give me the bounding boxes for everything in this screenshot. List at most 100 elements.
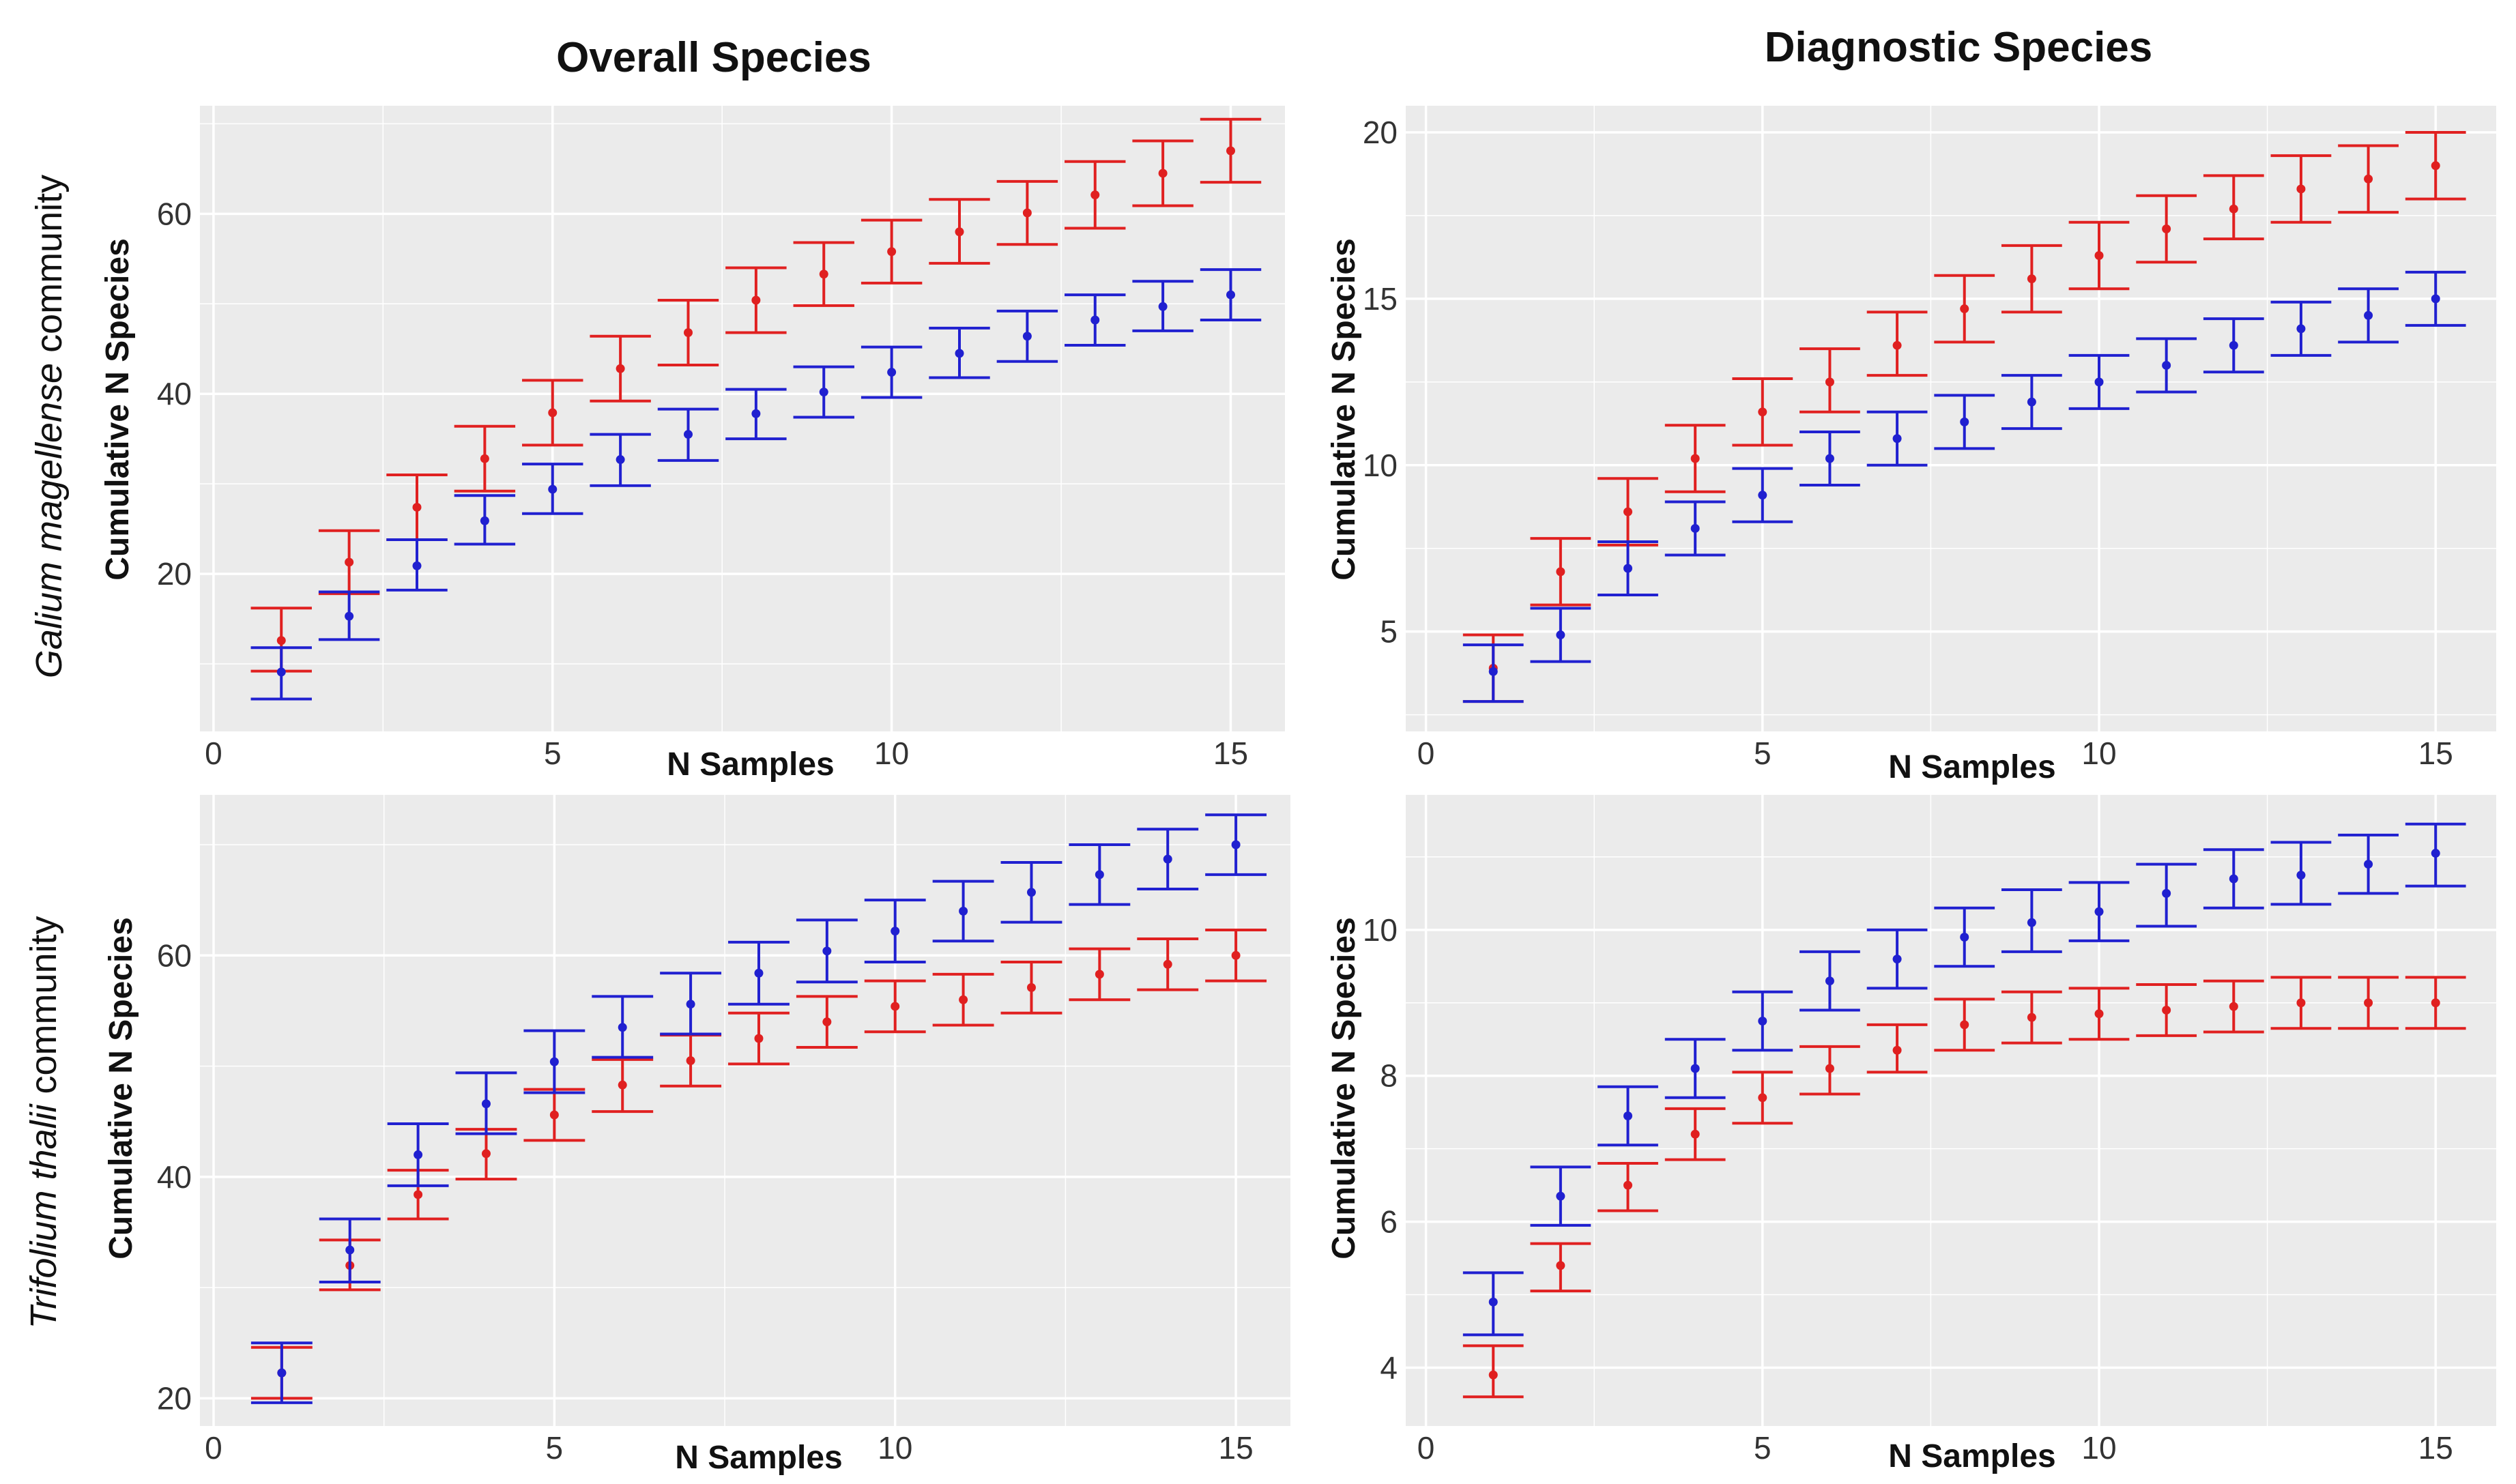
data-point — [1892, 340, 1902, 350]
data-point — [751, 295, 761, 305]
data-point — [1163, 854, 1172, 864]
y-tick-label: 8 — [1380, 1058, 1398, 1094]
x-tick-label: 5 — [544, 736, 562, 771]
x-tick-label: 0 — [205, 1430, 222, 1466]
data-point — [277, 1368, 287, 1378]
data-point — [2162, 888, 2171, 898]
data-point — [1226, 146, 1235, 156]
data-point — [2229, 1002, 2238, 1011]
data-point — [1892, 434, 1902, 443]
panel-trifolium-diagnostic: 0 5 10 15 4 6 8 10 N Samples Cumulative N Species — [1326, 795, 2496, 1474]
data-point — [1231, 950, 1241, 960]
series-red — [1462, 976, 2466, 1399]
data-point — [345, 557, 354, 567]
data-point — [2296, 871, 2306, 880]
data-point — [616, 455, 625, 465]
row-title-trifolium-normal: community — [23, 916, 64, 1104]
data-point — [1690, 1064, 1700, 1073]
plot-background — [200, 106, 1285, 731]
data-point — [2364, 310, 2373, 320]
data-point — [2094, 1009, 2104, 1019]
data-point — [1623, 507, 1633, 517]
data-point — [1825, 377, 1834, 387]
data-point — [684, 328, 693, 337]
data-point — [1026, 983, 1036, 992]
data-point — [686, 1056, 695, 1065]
data-point — [548, 484, 558, 494]
x-tick-label: 15 — [1219, 1430, 1254, 1466]
data-point — [2431, 161, 2440, 171]
data-point — [276, 636, 286, 645]
y-tick-label: 4 — [1380, 1350, 1398, 1385]
data-point — [1095, 870, 1104, 879]
data-point — [1488, 1297, 1498, 1307]
col-title-diagnostic: Diagnostic Species — [1765, 24, 2153, 71]
x-tick-label: 10 — [2081, 736, 2116, 771]
plot-background — [1406, 106, 2496, 731]
data-point — [618, 1023, 627, 1032]
series-red — [250, 117, 1262, 673]
y-axis-label: Cumulative N Species — [1326, 238, 1362, 581]
x-axis-label: N Samples — [667, 746, 834, 783]
y-axis-label: Cumulative N Species — [1326, 917, 1362, 1260]
data-point — [2364, 860, 2373, 869]
series-blue — [1462, 822, 2466, 1337]
data-point — [549, 1110, 559, 1120]
row-title-galium-normal: community — [29, 175, 70, 363]
data-point — [1960, 933, 1969, 942]
data-point — [2431, 849, 2440, 858]
x-tick-label: 10 — [874, 736, 909, 771]
x-tick-label: 5 — [1754, 1430, 1772, 1466]
data-point — [1825, 1064, 1834, 1073]
data-point — [2296, 184, 2306, 194]
data-point — [822, 946, 832, 956]
x-axis-label: N Samples — [1888, 749, 2055, 785]
series-blue — [250, 268, 1262, 701]
data-point — [2296, 324, 2306, 334]
x-tick-label: 5 — [546, 1430, 564, 1466]
data-point — [414, 1150, 423, 1159]
panel-galium-diagnostic: 0 5 10 15 5 10 15 20 N Samples Cumulative N Speci… — [1326, 106, 2496, 785]
data-point — [2162, 360, 2171, 370]
y-tick-label: 20 — [157, 556, 192, 592]
y-tick-label: 20 — [157, 1380, 192, 1416]
data-point — [2431, 998, 2440, 1008]
data-point — [1556, 1261, 1565, 1270]
data-point — [959, 906, 968, 916]
row-title-trifolium: Trifolium thalii community — [23, 916, 64, 1328]
row-title-trifolium-italic: Trifolium thalii — [23, 1103, 64, 1329]
data-point — [549, 1057, 559, 1066]
data-point — [1090, 190, 1100, 200]
data-point — [481, 1149, 491, 1159]
y-tick-label: 40 — [157, 1159, 192, 1195]
y-tick-label: 60 — [157, 937, 192, 973]
data-point — [2094, 377, 2104, 387]
data-point — [1022, 208, 1032, 218]
x-tick-label: 10 — [2081, 1430, 2116, 1466]
y-tick-label: 20 — [1363, 115, 1398, 150]
data-point — [1960, 304, 1969, 314]
x-axis-label: N Samples — [675, 1440, 842, 1476]
data-point — [2162, 1005, 2171, 1015]
data-point — [1226, 290, 1235, 300]
data-point — [819, 388, 828, 397]
data-point — [1556, 1191, 1565, 1201]
data-point — [345, 611, 354, 621]
data-point — [2296, 998, 2306, 1008]
series-blue — [250, 813, 1267, 1404]
data-point — [276, 667, 286, 677]
y-axis-label: Cumulative N Species — [100, 238, 136, 581]
data-point — [2027, 918, 2036, 927]
row-title-galium-italic: Galium magellense — [29, 363, 70, 678]
data-point — [412, 561, 422, 570]
data-point — [2094, 250, 2104, 260]
row-title-galium: Galium magellense community — [29, 175, 70, 678]
plot-background — [1406, 795, 2496, 1426]
data-point — [1556, 567, 1565, 577]
data-point — [1623, 1111, 1633, 1121]
y-tick-label: 60 — [157, 196, 192, 231]
x-tick-label: 5 — [1754, 736, 1772, 771]
data-point — [1158, 302, 1168, 311]
data-point — [2094, 907, 2104, 916]
